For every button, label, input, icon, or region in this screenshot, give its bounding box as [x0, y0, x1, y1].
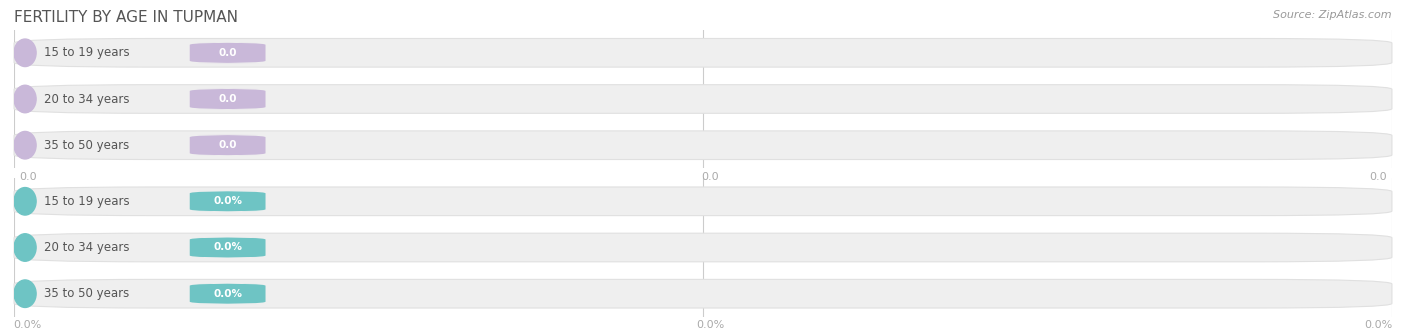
- Ellipse shape: [14, 234, 37, 261]
- FancyBboxPatch shape: [190, 283, 266, 304]
- FancyBboxPatch shape: [14, 280, 1392, 308]
- Text: 0.0%: 0.0%: [214, 196, 242, 206]
- Text: 15 to 19 years: 15 to 19 years: [45, 195, 129, 208]
- Text: 0.0%: 0.0%: [214, 243, 242, 252]
- Text: 0.0: 0.0: [20, 172, 37, 182]
- Text: 0.0%: 0.0%: [214, 289, 242, 299]
- FancyBboxPatch shape: [14, 233, 1392, 262]
- Text: 0.0: 0.0: [218, 48, 236, 58]
- Text: Source: ZipAtlas.com: Source: ZipAtlas.com: [1274, 10, 1392, 20]
- Ellipse shape: [14, 280, 37, 308]
- Text: 20 to 34 years: 20 to 34 years: [45, 92, 129, 106]
- Text: 35 to 50 years: 35 to 50 years: [45, 139, 129, 152]
- FancyBboxPatch shape: [190, 43, 266, 63]
- Text: 0.0: 0.0: [702, 172, 718, 182]
- FancyBboxPatch shape: [14, 187, 1392, 215]
- Ellipse shape: [14, 187, 37, 215]
- Text: 0.0%: 0.0%: [1364, 320, 1392, 330]
- Ellipse shape: [14, 39, 37, 67]
- FancyBboxPatch shape: [190, 135, 266, 155]
- FancyBboxPatch shape: [190, 191, 266, 212]
- Text: 35 to 50 years: 35 to 50 years: [45, 287, 129, 300]
- FancyBboxPatch shape: [14, 131, 1392, 159]
- Text: 0.0%: 0.0%: [696, 320, 724, 330]
- Text: FERTILITY BY AGE IN TUPMAN: FERTILITY BY AGE IN TUPMAN: [14, 10, 238, 25]
- FancyBboxPatch shape: [14, 39, 1392, 67]
- FancyBboxPatch shape: [190, 89, 266, 109]
- Text: 15 to 19 years: 15 to 19 years: [45, 46, 129, 59]
- Text: 0.0: 0.0: [218, 94, 236, 104]
- Text: 0.0%: 0.0%: [14, 320, 42, 330]
- FancyBboxPatch shape: [14, 85, 1392, 113]
- FancyBboxPatch shape: [190, 237, 266, 258]
- Text: 0.0: 0.0: [1369, 172, 1386, 182]
- Text: 20 to 34 years: 20 to 34 years: [45, 241, 129, 254]
- Text: 0.0: 0.0: [218, 140, 236, 150]
- Ellipse shape: [14, 131, 37, 159]
- Ellipse shape: [14, 85, 37, 113]
